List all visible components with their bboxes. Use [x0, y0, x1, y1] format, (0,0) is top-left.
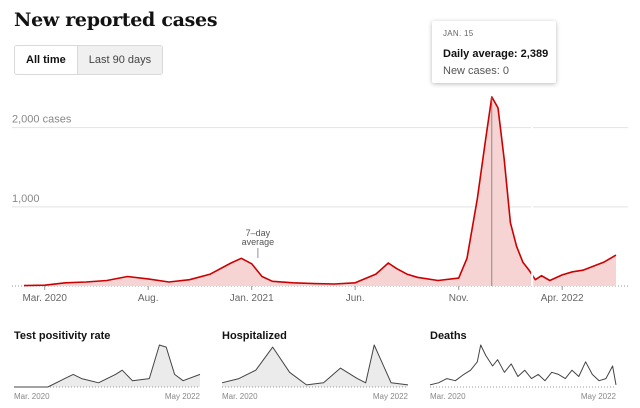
cases-area — [24, 96, 616, 287]
x-tick-label: Mar. 2020 — [22, 293, 67, 304]
y-tick-label: 2,000 cases — [12, 114, 72, 126]
x-tick-label: Jan. 2021 — [230, 293, 274, 304]
x-tick-label: Aug. — [138, 293, 159, 304]
test-positivity-line — [14, 344, 201, 388]
test-positivity-x-start-label: Mar. 2020 — [14, 392, 50, 401]
tooltip-date: JAN. 15 — [443, 29, 474, 38]
tooltip-daily-average-label: Daily average: — [443, 48, 518, 60]
deaths-line — [429, 344, 617, 386]
x-tick-label: Jun. — [346, 293, 365, 304]
x-tick-label: Apr. 2022 — [541, 293, 584, 304]
tooltip-new-cases-label: New cases: — [443, 65, 500, 77]
annotation-line1: 7–day — [246, 228, 271, 238]
y-tick-label: 1,000 — [12, 193, 40, 205]
tooltip-daily-average-value: 2,389 — [520, 48, 549, 60]
tooltip: JAN. 15 Daily average: 2,389 New cases: … — [432, 21, 556, 83]
time-range-toggle: All time Last 90 days — [14, 45, 164, 75]
all-time-button[interactable]: All time — [15, 46, 77, 74]
last-90-days-button[interactable]: Last 90 days — [76, 46, 163, 74]
hospitalized-line — [221, 344, 409, 386]
deaths-title: Deaths — [430, 330, 467, 342]
test-positivity-area — [14, 345, 200, 387]
page-title: New reported cases — [14, 9, 218, 31]
hospitalized-title: Hospitalized — [222, 330, 287, 342]
test-positivity-x-end-label: May 2022 — [165, 392, 201, 401]
x-tick-label: Nov. — [449, 293, 469, 304]
hospitalized-x-start-label: Mar. 2020 — [222, 392, 258, 401]
tooltip-new-cases-value: 0 — [502, 65, 510, 77]
deaths-x-start-label: Mar. 2020 — [430, 392, 466, 401]
cases-7day-average-line — [23, 96, 617, 287]
tooltip-daily-average: Daily average: 2,389 — [443, 48, 548, 60]
deaths-x-end-label: May 2022 — [581, 392, 617, 401]
tooltip-new-cases: New cases: 0 — [443, 65, 509, 77]
hospitalized-x-end-label: May 2022 — [373, 392, 409, 401]
annotation-line2: average — [242, 237, 275, 247]
test-positivity-title: Test positivity rate — [14, 330, 111, 342]
hospitalized-area — [222, 345, 408, 387]
